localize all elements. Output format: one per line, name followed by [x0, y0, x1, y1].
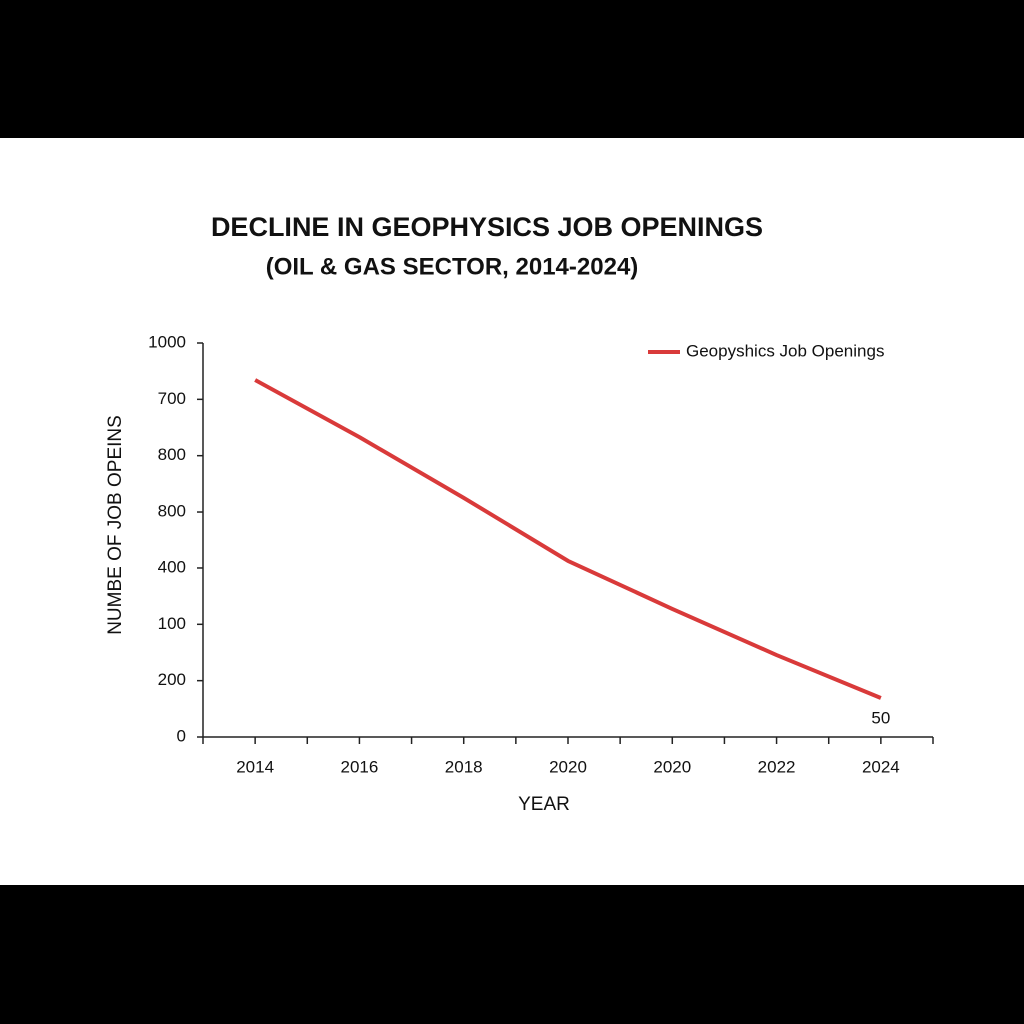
- x-tick-label: 2020: [549, 757, 587, 776]
- x-tick-label: 2014: [236, 757, 274, 776]
- x-tick-label: 2024: [862, 757, 900, 776]
- y-tick-label: 800: [158, 445, 186, 464]
- chart-background: [0, 138, 1024, 885]
- y-tick-label: 0: [177, 726, 186, 745]
- y-tick-label: 700: [158, 389, 186, 408]
- data-line: [254, 378, 882, 700]
- y-tick-label: 1000: [148, 332, 186, 351]
- x-tick-label: 2016: [341, 757, 379, 776]
- annotation: 50: [871, 708, 890, 727]
- x-tick-label: 2022: [758, 757, 796, 776]
- y-tick-label: 400: [158, 557, 186, 576]
- x-tick-label: 2018: [445, 757, 483, 776]
- chart-subtitle: (OIL & GAS SECTOR, 2014-2024): [266, 253, 639, 280]
- y-tick-label: 100: [158, 614, 186, 633]
- x-axis-label: YEAR: [518, 794, 570, 815]
- y-tick-label: 800: [158, 502, 186, 521]
- chart-title: DECLINE IN GEOPHYSICS JOB OPENINGS: [211, 212, 763, 242]
- legend-label: Geopyshics Job Openings: [686, 341, 884, 360]
- y-axis-label: NUMBE OF JOB OPEINS: [105, 415, 126, 635]
- x-tick-label: 2020: [653, 757, 691, 776]
- y-tick-label: 200: [158, 670, 186, 689]
